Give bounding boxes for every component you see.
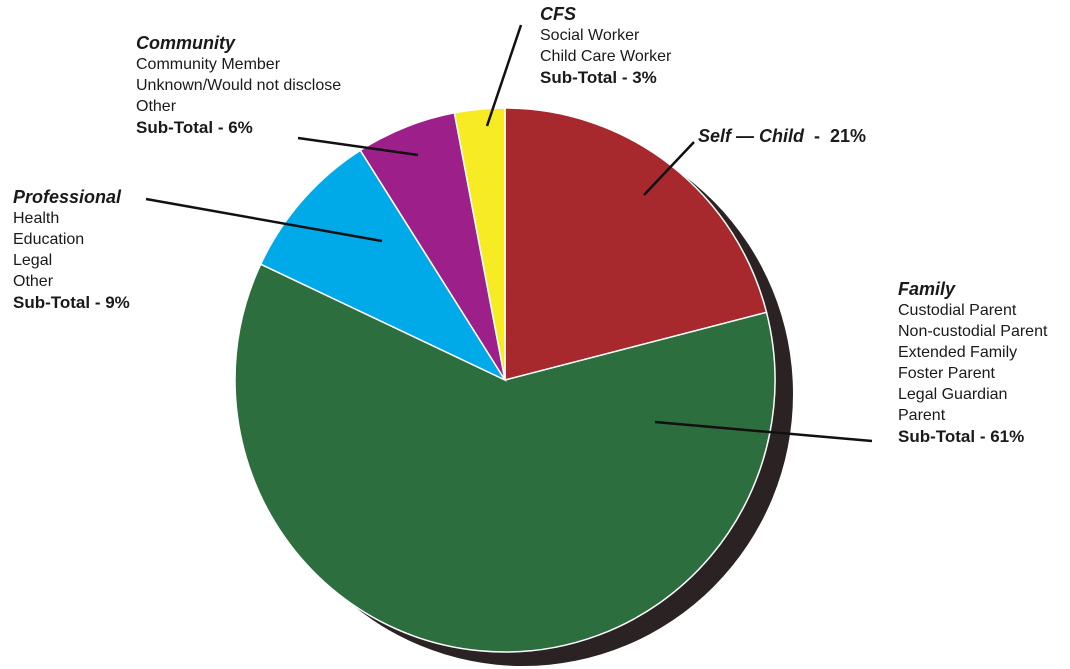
label-family-item: Foster Parent: [898, 365, 995, 382]
label-cfs: CFS Social Worker Child Care Worker Sub-…: [540, 3, 671, 89]
label-community: Community Community Member Unknown/Would…: [136, 32, 341, 139]
leader-line-cfs: [485, 24, 523, 127]
label-community-heading: Community: [136, 33, 235, 53]
leader-line-self: [643, 141, 695, 196]
leader-lines: [145, 24, 873, 443]
pie-slice-self: [504, 107, 768, 381]
pie-slice-cfs: [453, 107, 506, 381]
label-community-item: Community Member: [136, 56, 281, 73]
label-family-item: Parent: [898, 407, 946, 424]
label-community-item: Other: [136, 98, 177, 115]
label-professional: Professional Health Education Legal Othe…: [13, 186, 130, 314]
label-professional-heading: Professional: [13, 187, 122, 207]
label-family-subtotal: Sub-Total - 61%: [898, 427, 1025, 446]
label-family-item: Legal Guardian: [898, 386, 1008, 403]
label-family: Family Custodial Parent Non-custodial Pa…: [898, 278, 1047, 448]
label-self-heading: Self — Child: [698, 126, 805, 146]
label-self: Self — Child - 21%: [698, 126, 866, 147]
pie-slice-family: [234, 263, 776, 653]
label-self-value: - 21%: [804, 126, 867, 146]
label-family-heading: Family: [898, 279, 956, 299]
leader-line-family: [654, 420, 873, 443]
label-community-item: Unknown/Would not disclose: [136, 77, 342, 94]
leader-line-professional: [145, 197, 383, 243]
leader-line-community: [297, 136, 419, 157]
pie-slice-professional: [259, 149, 508, 382]
label-family-item: Custodial Parent: [898, 302, 1017, 319]
label-professional-item: Health: [13, 210, 60, 227]
label-professional-subtotal: Sub-Total - 9%: [13, 293, 130, 312]
label-family-item: Extended Family: [898, 344, 1018, 361]
label-professional-item: Legal: [13, 252, 53, 269]
label-community-subtotal: Sub-Total - 6%: [136, 118, 253, 137]
label-professional-item: Education: [13, 231, 85, 248]
label-cfs-item: Social Worker: [540, 27, 640, 44]
pie-slices: [234, 107, 776, 653]
label-cfs-item: Child Care Worker: [540, 48, 672, 65]
label-professional-item: Other: [13, 273, 54, 290]
label-cfs-subtotal: Sub-Total - 3%: [540, 68, 657, 87]
label-family-item: Non-custodial Parent: [898, 323, 1048, 340]
label-cfs-heading: CFS: [540, 4, 576, 24]
